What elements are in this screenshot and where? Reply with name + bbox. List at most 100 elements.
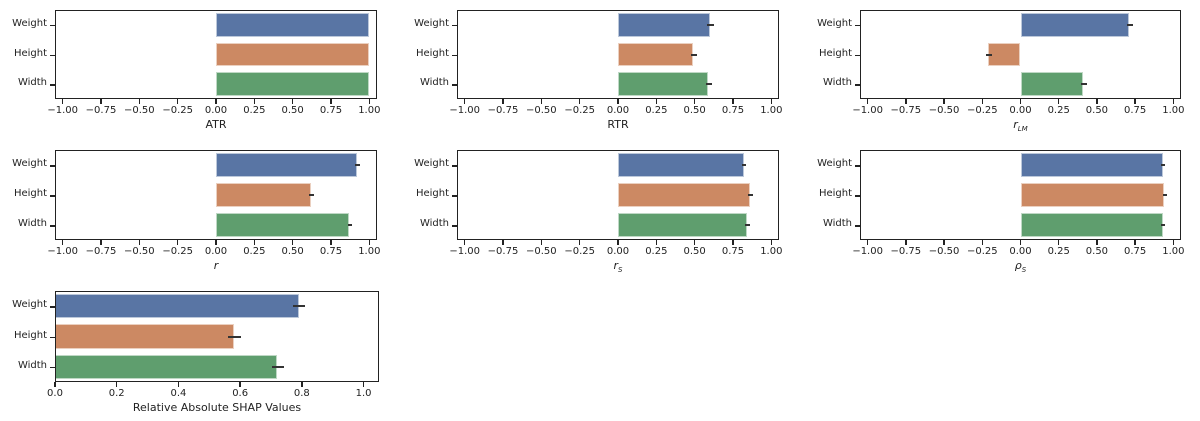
y-tick-label: Weight (817, 158, 852, 169)
x-tick (1096, 240, 1098, 245)
x-tick (100, 240, 102, 245)
bar-height (216, 183, 312, 207)
bar-weight (216, 153, 358, 177)
x-tick-label: 0.00 (606, 246, 630, 257)
x-tick-label: −1.00 (852, 105, 883, 116)
y-tick-label: Width (822, 218, 852, 229)
x-tick-label: −0.50 (928, 105, 960, 116)
x-tick-label: 0.0 (47, 388, 63, 399)
x-tick (693, 240, 696, 245)
bar-width (55, 354, 278, 379)
y-tick-label: Height (13, 47, 47, 59)
axes-frame (860, 10, 1181, 99)
error-bar (985, 53, 992, 56)
x-tick-label: 0.25 (645, 246, 668, 257)
x-axis-title: RTR (607, 118, 629, 131)
x-tick (502, 99, 504, 104)
x-tick-label: −1.00 (852, 246, 883, 257)
x-tick (578, 240, 581, 245)
x-tick (866, 99, 869, 104)
y-tick (452, 225, 457, 227)
x-tick (732, 99, 734, 104)
x-tick (1019, 99, 1022, 104)
error-bar (1161, 164, 1166, 166)
x-tick (617, 240, 619, 245)
bar-weight (618, 153, 744, 177)
error-bar (748, 194, 753, 196)
error-bar (741, 164, 747, 166)
x-tick-label: 0.75 (721, 246, 745, 257)
x-tick-label: 1.0 (355, 388, 372, 399)
x-tick (1172, 240, 1175, 245)
x-tick-label: 0.00 (204, 105, 228, 116)
y-tick-label: Height (818, 188, 852, 199)
axes-frame (457, 150, 779, 240)
axes-frame (457, 10, 779, 99)
x-axis-title: ATR (205, 118, 227, 131)
error-bar (1080, 83, 1087, 86)
x-tick (770, 240, 773, 245)
x-tick (368, 240, 371, 245)
y-tick-label: Weight (414, 158, 449, 169)
x-tick-label: 1.00 (358, 246, 381, 257)
x-tick-label: 0.50 (1085, 105, 1109, 116)
y-tick (855, 24, 860, 27)
y-tick-label: Height (13, 329, 47, 341)
y-tick (452, 24, 457, 27)
y-tick (50, 195, 55, 197)
x-tick (301, 382, 303, 387)
x-tick-label: 0.50 (1085, 246, 1109, 257)
x-tick-label: −0.50 (526, 246, 557, 257)
x-tick-label: 0.75 (1124, 105, 1147, 116)
y-tick (50, 54, 55, 56)
x-tick (138, 99, 141, 104)
error-bar (347, 224, 353, 226)
x-tick-label: −0.50 (928, 246, 960, 257)
bar-height (216, 42, 370, 67)
x-tick-label: −0.25 (162, 246, 193, 257)
x-tick (905, 240, 907, 245)
y-tick-label: Width (17, 359, 47, 371)
y-tick (452, 165, 457, 167)
x-tick (655, 240, 658, 245)
x-tick (463, 99, 466, 104)
y-tick-label: Height (818, 47, 852, 59)
x-tick-label: 0.25 (1047, 246, 1070, 257)
x-tick-label: −0.75 (85, 246, 117, 257)
x-tick-label: 1.00 (1162, 105, 1185, 116)
x-tick-label: −0.25 (966, 246, 998, 257)
y-tick-label: Width (17, 218, 47, 229)
y-tick (855, 165, 860, 167)
x-tick-label: 0.25 (243, 105, 266, 116)
x-tick-label: 0.25 (1047, 105, 1070, 116)
x-tick (291, 240, 294, 245)
x-tick (1057, 99, 1060, 104)
x-tick (943, 240, 945, 245)
bar-height (1020, 183, 1165, 207)
x-axis-title: ρS (1014, 259, 1027, 275)
x-tick (943, 99, 945, 104)
x-tick-label: 1.00 (760, 246, 783, 257)
error-bar (690, 53, 697, 56)
axes-frame (55, 150, 377, 240)
x-tick (578, 99, 581, 104)
x-tick-label: 1.00 (1162, 246, 1185, 257)
x-tick (732, 240, 734, 245)
error-bar (1161, 224, 1166, 226)
x-tick-label: −1.00 (449, 246, 480, 257)
error-bar (745, 224, 750, 226)
bar-weight (55, 294, 299, 319)
x-tick-label: −0.75 (487, 105, 519, 116)
y-tick-label: Width (822, 77, 852, 89)
error-bar (228, 335, 241, 338)
x-tick (866, 240, 869, 245)
x-tick (177, 382, 180, 387)
x-tick-label: −0.75 (85, 105, 117, 116)
x-tick (61, 240, 64, 245)
y-tick (452, 54, 457, 56)
x-tick-label: 0.8 (293, 388, 310, 399)
x-tick-label: 0.4 (170, 388, 187, 399)
x-tick-label: 0.25 (645, 105, 668, 116)
x-tick (138, 240, 141, 245)
x-axis-title: rS (613, 259, 623, 275)
